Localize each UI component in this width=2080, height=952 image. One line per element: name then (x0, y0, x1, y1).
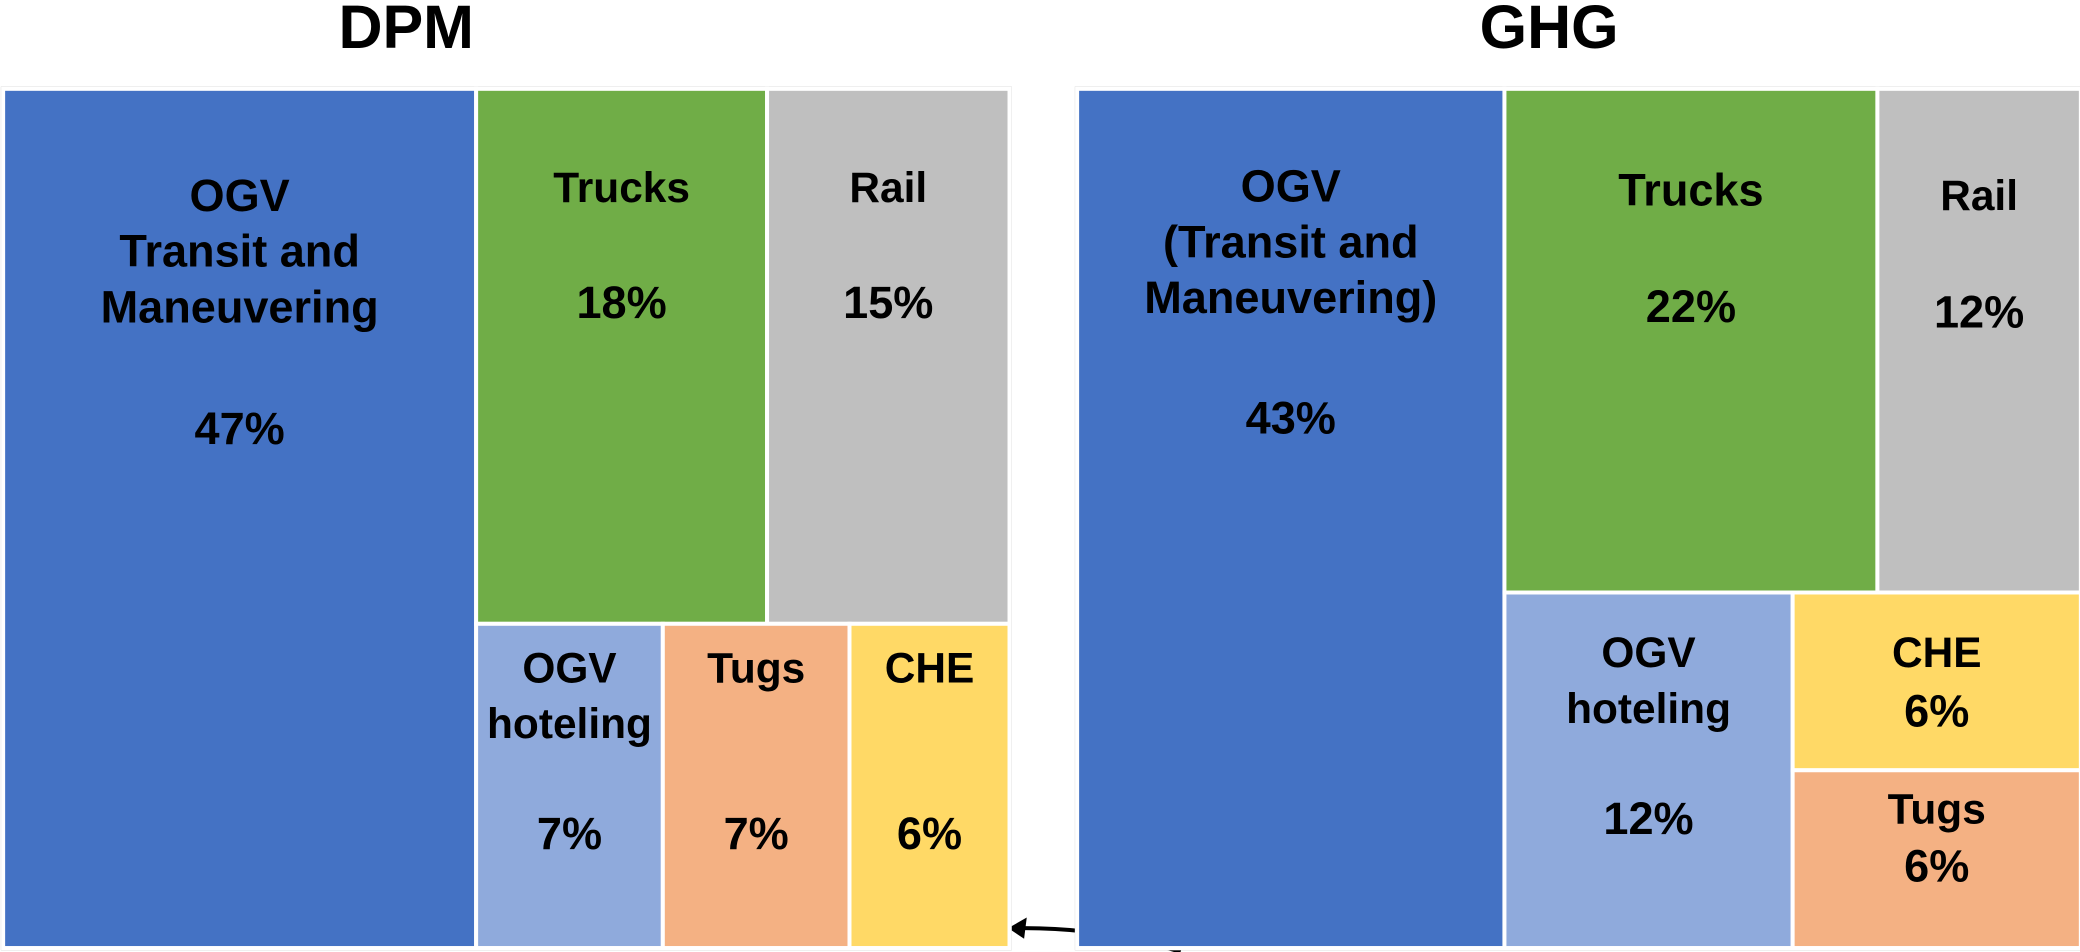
value-label: 6% (897, 808, 962, 859)
tile (1075, 86, 1507, 951)
value-label: 47% (195, 403, 285, 454)
tile (1790, 590, 2080, 773)
tile (1, 86, 479, 951)
value-label: 22% (1646, 281, 1736, 332)
tile (474, 86, 770, 626)
tile (1790, 768, 2080, 951)
value-label: 15% (843, 277, 933, 328)
tile-label: Rail (849, 164, 927, 211)
value-label: 43% (1246, 393, 1336, 444)
tile-label: OGV hoteling (487, 645, 652, 748)
value-label: 12% (1934, 286, 2024, 337)
chart-title: DPM (338, 0, 474, 61)
tile-label: Tugs (1888, 786, 1986, 833)
value-label: 7% (724, 808, 789, 859)
arrow-head (1008, 917, 1027, 939)
tile (847, 621, 1012, 951)
value-label: 12% (1603, 793, 1693, 844)
chart-title: GHG (1480, 0, 1619, 61)
tile (1502, 590, 1795, 951)
tile-label: Tugs (707, 645, 805, 692)
value-label: 6% (1904, 685, 1969, 736)
value-label: 18% (576, 277, 666, 328)
tile-label: CHE (885, 645, 975, 692)
tile-label: CHE (1892, 629, 1982, 676)
value-label: 6% (1904, 841, 1969, 892)
tile (765, 86, 1012, 626)
tile-label: OGV hoteling (1566, 629, 1731, 732)
tile (1502, 86, 1880, 595)
tile-label: Rail (1940, 172, 2018, 219)
tile-label: OGV Transit and Maneuvering (101, 170, 379, 332)
tile-label: Trucks (553, 164, 690, 211)
tile-label: Trucks (1618, 164, 1763, 215)
tile (660, 621, 852, 951)
tile (1875, 86, 2080, 595)
value-label: 7% (537, 808, 602, 859)
tile-label: OGV (Transit and Maneuvering) (1144, 161, 1437, 323)
